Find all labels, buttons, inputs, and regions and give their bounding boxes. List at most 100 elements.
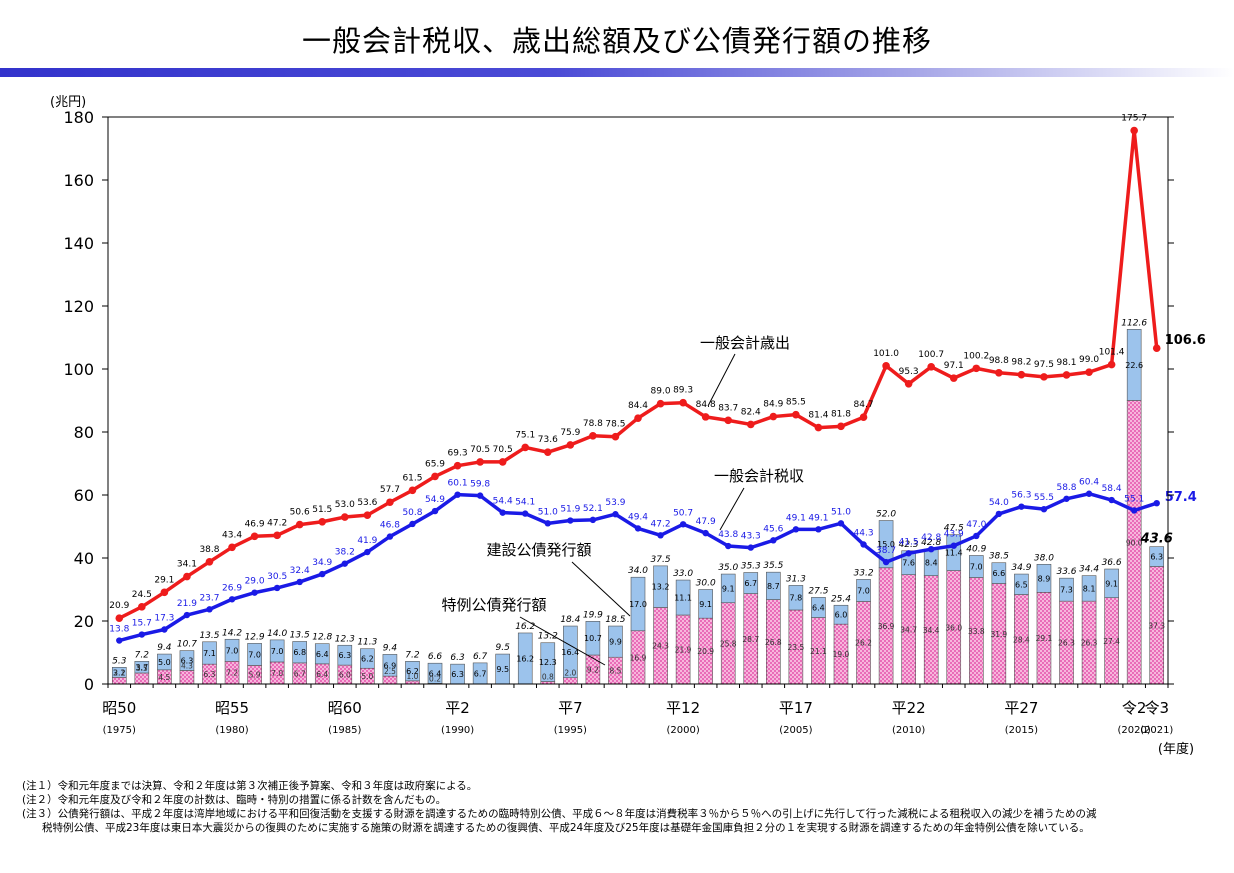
expenditure-label: 29.1 [154, 575, 174, 585]
construction-bond-bar [969, 555, 984, 578]
construction-bond-label: 6.2 [406, 667, 419, 676]
expenditure-point [295, 520, 304, 529]
expenditure-label: 75.1 [515, 430, 535, 440]
tax-revenue-point [905, 550, 912, 557]
tax-revenue-point [206, 606, 213, 613]
expenditure-label: 97.5 [1034, 360, 1054, 370]
tax-revenue-label: 29.0 [245, 577, 265, 587]
construction-bond-label: 3.7 [135, 663, 148, 672]
expenditure-label: 84.8 [696, 400, 716, 410]
expenditure-label: 43.4 [222, 530, 242, 540]
expenditure-label: 53.0 [335, 500, 355, 510]
expenditure-label: 106.6 [1165, 333, 1206, 348]
x-tick-label: 平27 [1004, 699, 1038, 717]
expenditure-label: 100.7 [918, 350, 944, 360]
expenditure-label: 20.9 [109, 601, 129, 611]
tax-revenue-point [341, 560, 349, 567]
expenditure-point [769, 412, 778, 421]
construction-bond-bar [630, 576, 646, 632]
tax-revenue-point [927, 545, 935, 553]
expenditure-point [634, 414, 642, 422]
expenditure-point [656, 399, 665, 408]
expenditure-point [431, 472, 439, 481]
expenditure-point [837, 422, 845, 431]
deficit-bond-label: 6.3 [204, 670, 216, 679]
deficit-bond-label: 28.4 [1013, 635, 1030, 644]
deficit-bond-label: 29.1 [1036, 634, 1053, 643]
expenditure-label: 97.1 [944, 361, 964, 371]
x-tick-label: 平2 [445, 699, 470, 717]
tax-revenue-label: 58.8 [1056, 483, 1076, 493]
construction-bond-label: 7.8 [790, 594, 803, 603]
expenditure-label: 98.1 [1056, 358, 1076, 368]
tax-revenue-label: 45.6 [763, 524, 783, 534]
expenditure-point [1152, 344, 1161, 353]
expenditure-label: 53.6 [357, 498, 377, 508]
construction-bond-bar [1059, 577, 1074, 602]
plot-frame [107, 116, 1169, 685]
x-tick-year: (1990) [441, 725, 474, 736]
expenditure-point [904, 380, 913, 388]
y-tick-label: 160 [63, 171, 94, 190]
expenditure-label: 89.3 [673, 386, 693, 396]
expenditure-point [927, 362, 935, 371]
expenditure-point [589, 431, 597, 440]
expenditure-point [543, 448, 552, 456]
bond-total-label: 33.0 [673, 569, 693, 579]
deficit-bond-bar [111, 677, 127, 685]
construction-bond-label: 22.6 [1125, 361, 1143, 370]
tax-revenue-label: 56.3 [1011, 491, 1031, 501]
construction-bond-bar [269, 639, 285, 663]
deficit-bond-label: 36.0 [945, 623, 962, 632]
bond-total-label: 9.4 [157, 643, 172, 653]
construction-bond-label: 16.4 [561, 648, 579, 657]
deficit-bond-label: 4.5 [158, 673, 170, 682]
y-tick-label: 100 [63, 360, 94, 379]
deficit-bond-label: 5.0 [361, 672, 373, 681]
expenditure-point [453, 461, 462, 470]
expenditure-point [228, 543, 236, 552]
bond-total-label: 10.7 [177, 640, 197, 650]
tax-revenue-label: 30.5 [267, 572, 287, 582]
deficit-bond-label: 33.8 [968, 627, 985, 636]
expenditure-label: 82.4 [741, 407, 761, 417]
expenditure-label: 50.6 [290, 508, 310, 518]
expenditure-label: 84.7 [854, 400, 874, 410]
bond-total-label: 43.6 [1140, 532, 1173, 547]
tax-revenue-label: 42.8 [921, 533, 941, 543]
tax-revenue-label: 41.9 [357, 536, 377, 546]
expenditure-label: 175.7 [1121, 114, 1147, 124]
bond-total-label: 30.0 [696, 579, 716, 589]
tax-revenue-point [950, 542, 957, 549]
y-tick-label: 180 [63, 108, 94, 127]
y-tick-label: 60 [74, 486, 94, 505]
tax-revenue-point [770, 537, 777, 544]
tax-revenue-point [386, 533, 394, 540]
deficit-bond-bar [179, 670, 195, 685]
construction-bond-label: 9.1 [699, 600, 712, 609]
expenditure-point [814, 423, 823, 432]
tax-revenue-point [567, 517, 574, 524]
bond-total-label: 38.5 [989, 552, 1009, 562]
construction-bond-label: 3.2 [113, 668, 126, 677]
deficit-bond-label: 0.2 [429, 674, 441, 683]
expenditure-point [972, 364, 981, 373]
expenditure-label: 85.5 [786, 398, 806, 408]
expenditure-label: 75.9 [560, 428, 580, 438]
deficit-bond-label: 21.9 [675, 646, 692, 655]
tax-revenue-point [454, 491, 461, 498]
bond-total-label: 34.0 [628, 566, 648, 576]
construction-bond-label: 9.5 [496, 665, 509, 674]
construction-bond-bar [540, 642, 556, 682]
construction-bond-label: 7.1 [203, 649, 216, 658]
bond-total-label: 14.2 [222, 628, 242, 638]
tax-revenue-point [1018, 503, 1025, 510]
deficit-bond-label: 4.3 [181, 661, 193, 670]
expenditure-label: 100.2 [963, 351, 989, 361]
tax-revenue-label: 60.4 [1079, 478, 1099, 488]
deficit-bond-label: 26.3 [1081, 639, 1098, 648]
bond-total-label: 11.3 [357, 638, 377, 648]
expenditure-label: 61.5 [402, 473, 422, 483]
tax-revenue-label: 43.9 [944, 530, 964, 540]
construction-bond-bar [856, 579, 871, 602]
